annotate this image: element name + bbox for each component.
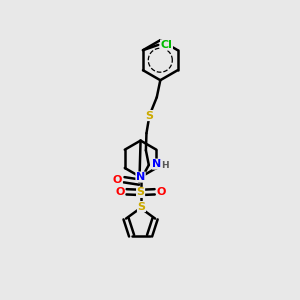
Text: O: O — [113, 175, 122, 185]
Text: O: O — [157, 187, 166, 197]
Text: H: H — [161, 160, 169, 169]
Text: S: S — [136, 188, 145, 197]
Text: O: O — [115, 187, 125, 197]
Text: N: N — [152, 159, 162, 169]
Text: S: S — [146, 110, 153, 121]
Text: S: S — [137, 202, 146, 212]
Text: Cl: Cl — [160, 40, 172, 50]
Text: N: N — [136, 172, 145, 182]
